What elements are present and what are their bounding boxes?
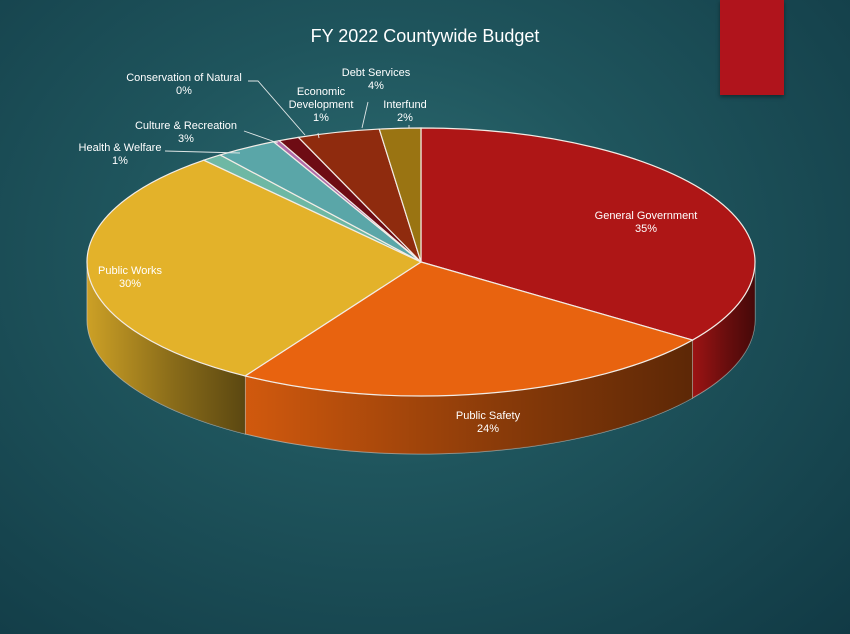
leader-line-conservation-of-natural: [248, 80, 306, 136]
slice-label-economic-development: Economic Development 1%: [289, 86, 354, 124]
pie-slice-public-works: [86, 159, 423, 377]
slice-pct-conservation-of-natural: 0%: [176, 85, 192, 97]
slice-label-conservation-of-natural: Conservation of Natural 0%: [126, 72, 242, 97]
leader-line-debt-services: [361, 101, 369, 129]
slice-pct-public-safety: 24%: [477, 423, 499, 435]
slice-pct-debt-services: 4%: [368, 80, 384, 92]
leader-line-culture-recreation: [243, 130, 279, 144]
slice-pct-economic-development: 1%: [313, 112, 329, 124]
pie-side-public-works-shade: [87, 262, 246, 434]
slice-label-health-welfare: Health & Welfare 1%: [79, 142, 162, 167]
slice-pct-culture-recreation: 3%: [178, 133, 194, 145]
slice-pct-general-government: 35%: [635, 223, 657, 235]
slice-pct-public-works: 30%: [119, 278, 141, 290]
leader-line-health-welfare: [164, 150, 241, 154]
chart-title: FY 2022 Countywide Budget: [310, 26, 540, 46]
slice-label-public-works: Public Works 30%: [98, 265, 162, 290]
slice-label-debt-services: Debt Services 4%: [342, 67, 411, 92]
pie-slice-general-government: [420, 127, 756, 341]
slice-label-culture-recreation: Culture & Recreation 3%: [135, 120, 237, 145]
pie-slice-interfund: [378, 127, 422, 263]
slice-label-interfund: Interfund 2%: [383, 99, 426, 124]
pie-slice-public-safety: [243, 261, 695, 397]
slice-label-general-government: General Government 35%: [595, 210, 698, 235]
accent-block: [720, 0, 784, 95]
leader-line-economic-development: [317, 132, 320, 139]
slice-pct-health-welfare: 1%: [112, 155, 128, 167]
slice-pct-interfund: 2%: [397, 112, 413, 124]
pie-side-general-government-shade: [692, 262, 755, 399]
slice-label-public-safety: Public Safety 24%: [456, 410, 521, 435]
pie-side-public-safety-shade: [245, 340, 693, 454]
